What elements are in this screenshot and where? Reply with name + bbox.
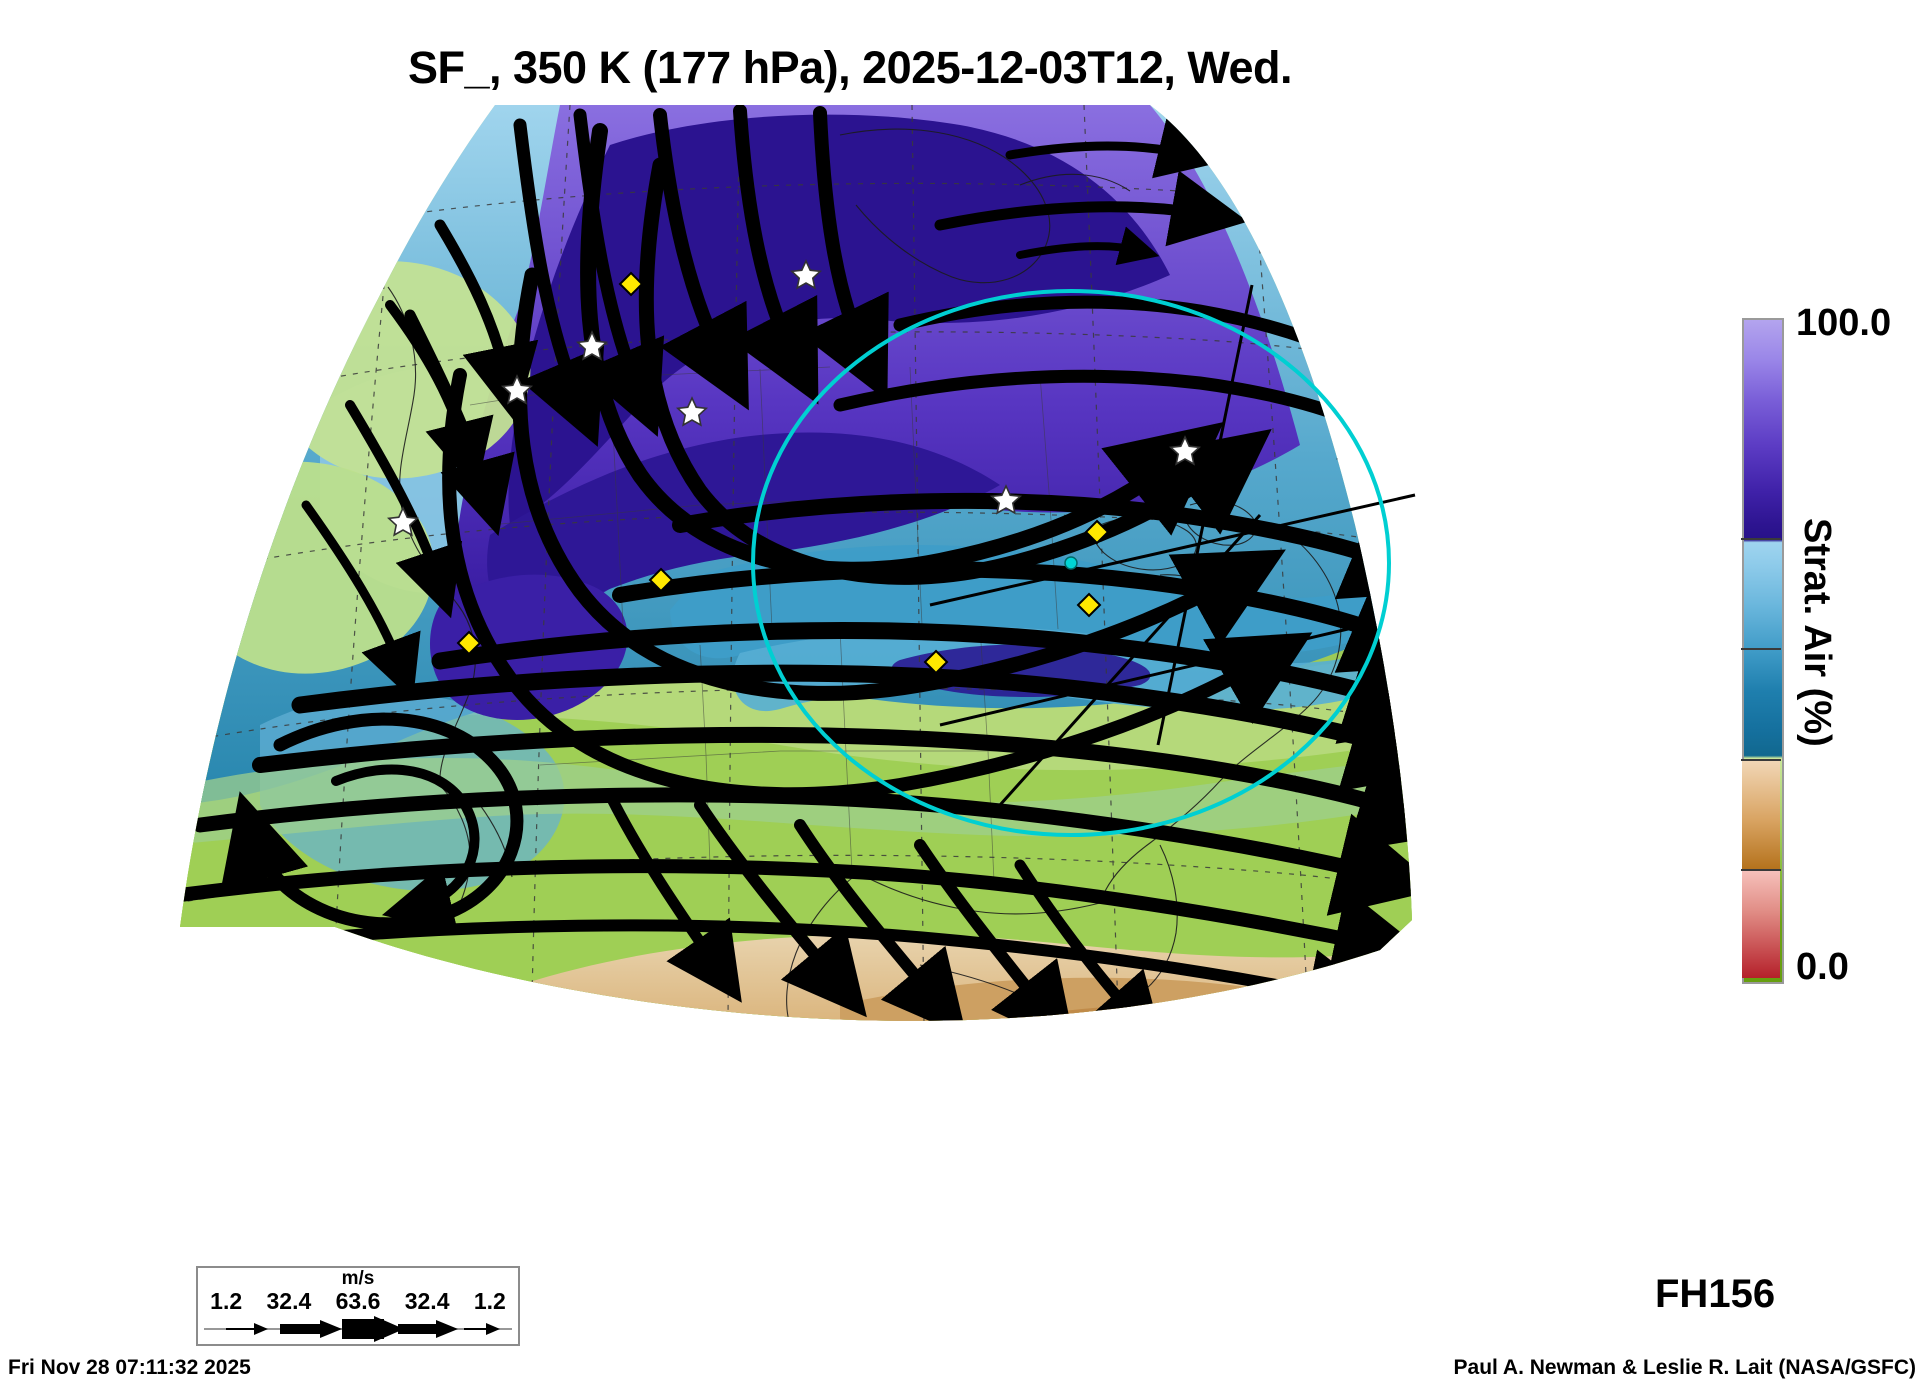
wind-value-labels: 1.2 32.4 63.6 32.4 1.2 [198, 1288, 518, 1315]
wind-value-4: 1.2 [473, 1288, 506, 1314]
flight-track-lines [929, 284, 1416, 807]
wind-speed-legend: m/s 1.2 32.4 63.6 32.4 1.2 [196, 1266, 520, 1346]
wind-value-1: 32.4 [266, 1288, 312, 1314]
wind-value-3: 32.4 [404, 1288, 450, 1314]
station-markers[interactable] [386, 259, 1202, 675]
cyan-center-marker[interactable] [1064, 556, 1078, 570]
colorbar-gradient [1742, 318, 1784, 984]
wind-units-label: m/s [341, 1268, 375, 1289]
yellow-diamond-marker[interactable] [456, 271, 1110, 675]
colorbar-max-label: 100.0 [1796, 302, 1892, 344]
wind-arrow-scale [204, 1316, 512, 1342]
cyan-range-ring [751, 289, 1391, 837]
white-star-marker[interactable] [386, 259, 1202, 537]
author-credit: Paul A. Newman & Leslie R. Lait (NASA/GS… [1453, 1356, 1916, 1379]
colorbar-axis-label: Strat. Air (%) [1796, 518, 1838, 747]
forecast-hour-label: FH156 [1655, 1272, 1776, 1316]
generation-timestamp: Fri Nov 28 07:11:32 2025 [8, 1356, 251, 1379]
wind-value-2: 63.6 [335, 1288, 381, 1314]
colorbar-min-label: 0.0 [1796, 946, 1849, 988]
page-title: SF_, 350 K (177 hPa), 2025-12-03T12, Wed… [407, 42, 1293, 93]
wind-streamlines [180, 105, 1412, 1021]
map-panel[interactable] [140, 105, 1460, 1035]
wind-value-0: 1.2 [210, 1288, 243, 1314]
map-canvas[interactable] [140, 105, 1460, 1035]
